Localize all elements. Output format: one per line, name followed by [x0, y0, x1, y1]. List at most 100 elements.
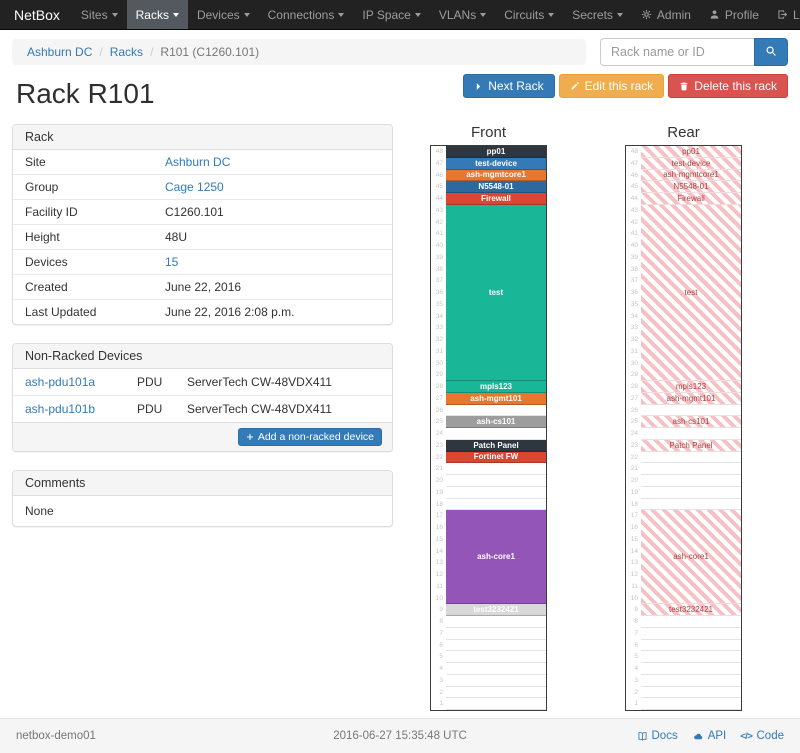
add-non-racked-button[interactable]: Add a non-racked device [237, 428, 382, 446]
nav-item-racks[interactable]: Racks [126, 0, 188, 29]
rack-attr-created: Created June 22, 2016 [13, 274, 392, 299]
next-rack-label: Next Rack [488, 79, 544, 93]
rack-slot-empty [641, 698, 741, 710]
attr-value: C1260.101 [165, 205, 224, 219]
unit-number: 39 [630, 253, 638, 261]
breadcrumb-item-racks[interactable]: Racks [109, 45, 144, 59]
rear-unit-numbers: 48 47 46 45 44 43 42 41 40 39 38 37 36 35 34 33 32 31 30 29… [626, 146, 641, 710]
unit-number: 4 [634, 665, 638, 672]
front-device-column: pp01 test-device ash-mgmtcore1 N5548-01 Fire… [446, 146, 546, 710]
user-nav-profile[interactable]: Profile [700, 0, 768, 29]
rack-slot-empty [641, 639, 741, 652]
rack-panel-title: Rack [13, 125, 392, 150]
attr-label: Devices [25, 255, 68, 269]
rack-slot-empty [446, 475, 546, 487]
unit-number: 18 [630, 500, 638, 508]
attr-value[interactable]: Cage 1250 [165, 180, 224, 194]
rack-device-mpls123[interactable]: mpls123 [446, 381, 546, 393]
unit-number: 9 [439, 606, 443, 614]
rack-device-patch-panel[interactable]: Patch Panel [446, 439, 546, 452]
rack-device-test-device[interactable]: test-device [446, 157, 546, 170]
rack-search [600, 38, 788, 66]
unit-number: 2 [634, 688, 638, 696]
nav-item-vlans[interactable]: VLANs [430, 0, 495, 29]
rack-device-test3232421[interactable]: test3232421 [446, 604, 546, 616]
rack-slot-empty [446, 674, 546, 687]
rack-device-ash-mgmtcore1[interactable]: ash-mgmtcore1 [446, 169, 546, 182]
attr-value[interactable]: Ashburn DC [165, 155, 231, 169]
rack-device-test3232421[interactable]: test3232421 [641, 604, 741, 616]
unit-number: 36 [435, 289, 443, 296]
rack-device-patch-panel[interactable]: Patch Panel [641, 439, 741, 452]
next-rack-button[interactable]: Next Rack [463, 74, 555, 98]
rack-slot-empty [446, 498, 546, 511]
nav-item-sites[interactable]: Sites [72, 0, 127, 29]
rack-device-pp01[interactable]: pp01 [641, 146, 741, 158]
rack-device-n5548-01[interactable]: N5548-01 [641, 181, 741, 193]
search-button[interactable] [754, 38, 788, 66]
attr-value: June 22, 2016 2:08 p.m. [165, 305, 295, 319]
rack-device-ash-mgmtcore1[interactable]: ash-mgmtcore1 [641, 169, 741, 182]
chevron-down-icon [414, 12, 421, 17]
search-input[interactable] [600, 38, 754, 66]
rack-device-ash-mgmt101[interactable]: ash-mgmt101 [641, 392, 741, 405]
nav-item-devices[interactable]: Devices [188, 0, 259, 29]
rack-device-fortinet-fw[interactable]: Fortinet FW [446, 451, 546, 464]
attr-label: Group [25, 180, 59, 194]
breadcrumb-item-ashburn-dc[interactable]: Ashburn DC [27, 45, 93, 59]
nav-item-ip-space[interactable]: IP Space [353, 0, 429, 29]
rack-device-ash-core1[interactable]: ash-core1 [446, 510, 546, 605]
unit-number: 47 [630, 159, 638, 167]
rack-device-n5548-01[interactable]: N5548-01 [446, 181, 546, 193]
non-racked-list: ash-pdu101a PDU ServerTech CW-48VDX411 ash-… [13, 369, 392, 422]
device-name-link[interactable]: ash-pdu101b [25, 402, 96, 416]
unit-number: 36 [630, 289, 638, 296]
unit-number: 23 [630, 441, 638, 449]
book-icon [637, 731, 648, 742]
edit-rack-button[interactable]: Edit this rack [558, 74, 665, 98]
rack-slot-empty [641, 686, 741, 699]
non-racked-row: ash-pdu101a PDU ServerTech CW-48VDX411 [13, 369, 392, 395]
chevron-down-icon [480, 12, 487, 17]
device-name-link[interactable]: ash-pdu101a [25, 375, 96, 389]
footer-link-api[interactable]: API [692, 730, 726, 742]
rack-device-test[interactable]: test [446, 204, 546, 381]
footer-link-code[interactable]: </> Code [740, 730, 784, 742]
nav-item-connections[interactable]: Connections [259, 0, 354, 29]
unit-number: 19 [435, 488, 443, 496]
unit-number: 37 [630, 277, 638, 285]
delete-rack-button[interactable]: Delete this rack [668, 74, 788, 98]
rack-device-ash-core1[interactable]: ash-core1 [641, 510, 741, 605]
unit-number: 22 [435, 453, 443, 461]
rear-device-column: pp01 test-device ash-mgmtcore1 N5548-01 Fire… [641, 146, 741, 710]
unit-number: 27 [630, 394, 638, 402]
rack-slot-empty [641, 404, 741, 417]
footer-link-docs[interactable]: Docs [637, 730, 678, 742]
user-nav-log-out[interactable]: Log out [768, 0, 800, 29]
unit-number: 8 [634, 618, 638, 625]
rack-device-test[interactable]: test [641, 204, 741, 381]
unit-number: 1 [634, 700, 638, 708]
rack-device-ash-cs101[interactable]: ash-cs101 [641, 416, 741, 428]
rack-device-mpls123[interactable]: mpls123 [641, 381, 741, 393]
unit-number: 5 [439, 653, 443, 661]
rack-device-ash-cs101[interactable]: ash-cs101 [446, 416, 546, 428]
unit-number: 30 [630, 359, 638, 367]
rack-device-ash-mgmt101[interactable]: ash-mgmt101 [446, 392, 546, 405]
attr-value[interactable]: 15 [165, 255, 179, 269]
rear-elevation-title: Rear [667, 124, 700, 141]
nav-item-circuits[interactable]: Circuits [495, 0, 563, 29]
breadcrumb: Ashburn DC / Racks / R101 (C1260.101) [12, 39, 586, 65]
plus-icon [246, 433, 254, 441]
unit-number: 15 [435, 535, 443, 543]
rack-device-test-device[interactable]: test-device [641, 157, 741, 170]
front-elevation-title: Front [470, 124, 506, 141]
user-nav-admin[interactable]: Admin [632, 0, 700, 29]
rack-device-firewall[interactable]: Firewall [446, 193, 546, 205]
rack-device-firewall[interactable]: Firewall [641, 193, 741, 205]
unit-number: 6 [439, 641, 443, 649]
nav-item-secrets[interactable]: Secrets [563, 0, 632, 29]
rack-device-pp01[interactable]: pp01 [446, 146, 546, 158]
app-brand[interactable]: NetBox [14, 6, 60, 23]
rack-slot-empty [446, 428, 546, 440]
